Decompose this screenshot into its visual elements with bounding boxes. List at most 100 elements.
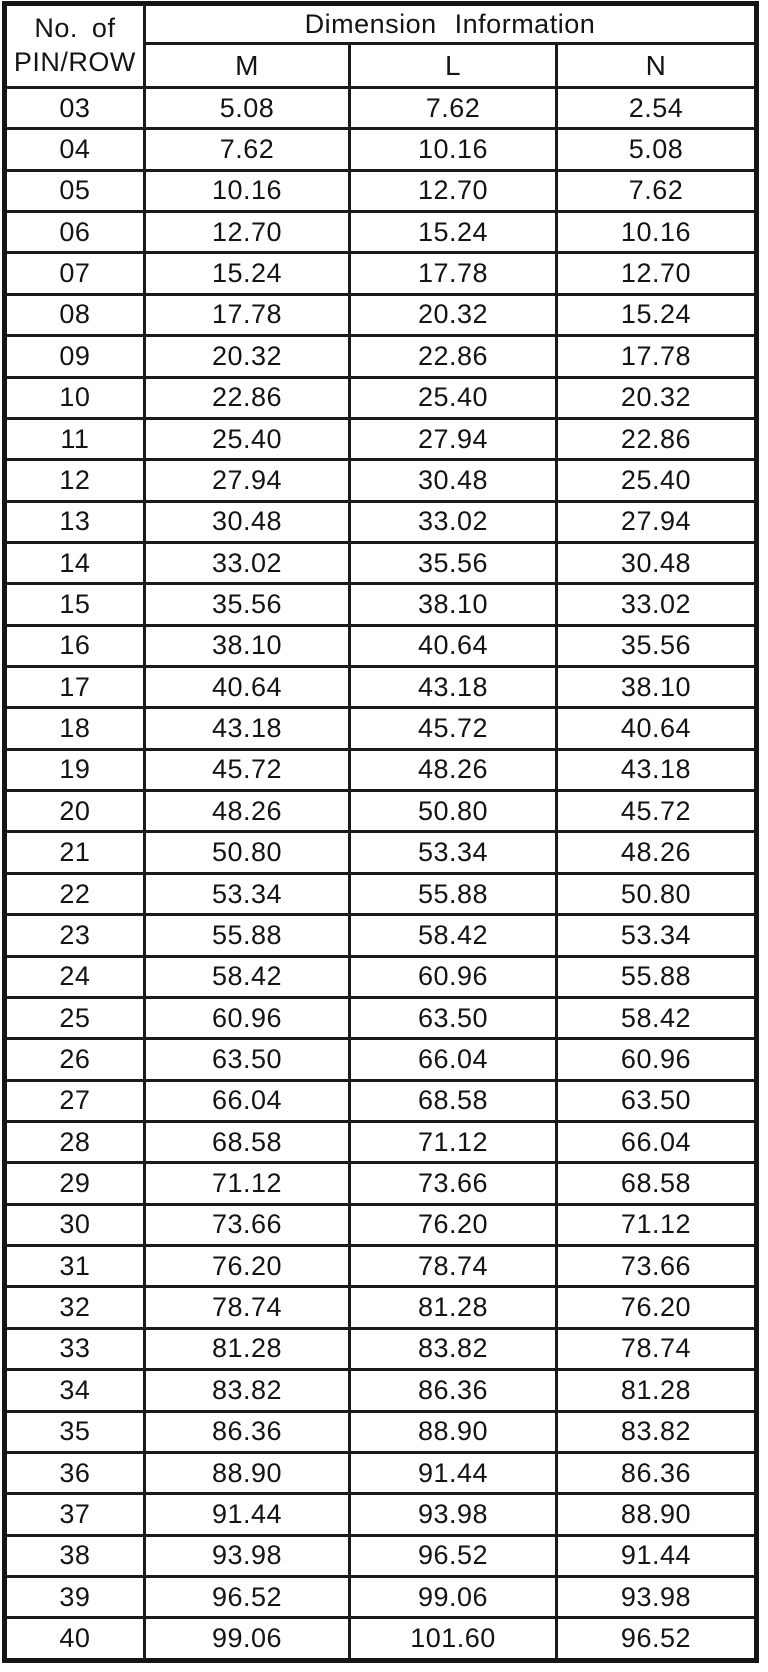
n-value-cell: 55.88 xyxy=(554,954,759,999)
m-value-cell: 73.66 xyxy=(142,1202,352,1248)
n-value-cell: 20.32 xyxy=(554,375,759,420)
m-value-cell: 27.94 xyxy=(142,458,352,503)
pin-header-line2: PIN/ROW xyxy=(13,46,136,77)
m-value-cell: 99.06 xyxy=(142,1616,352,1662)
pin-cell: 05 xyxy=(3,168,146,214)
pin-cell: 03 xyxy=(3,85,146,131)
m-value-cell: 68.58 xyxy=(142,1119,352,1165)
n-value-cell: 33.02 xyxy=(554,582,759,627)
table-row: 36 88.90 91.44 86.36 xyxy=(3,1450,759,1496)
l-value-cell: 25.40 xyxy=(348,375,558,420)
m-value-cell: 71.12 xyxy=(142,1161,352,1206)
pin-cell: 40 xyxy=(3,1616,146,1662)
m-value-cell: 5.08 xyxy=(142,85,352,131)
n-value-cell: 2.54 xyxy=(554,85,759,131)
m-value-cell: 60.96 xyxy=(142,995,352,1041)
m-value-cell: 40.64 xyxy=(142,665,352,710)
pin-cell: 15 xyxy=(3,582,146,627)
table-row: 19 45.72 48.26 43.18 xyxy=(3,747,759,793)
m-value-cell: 22.86 xyxy=(142,375,352,420)
l-value-cell: 96.52 xyxy=(348,1533,558,1578)
pin-cell: 26 xyxy=(3,1037,146,1082)
n-value-cell: 27.94 xyxy=(554,499,759,544)
l-value-cell: 93.98 xyxy=(348,1492,558,1537)
n-value-cell: 78.74 xyxy=(554,1326,759,1372)
n-value-cell: 5.08 xyxy=(554,127,759,172)
table-row: 18 43.18 45.72 40.64 xyxy=(3,706,759,751)
l-value-cell: 45.72 xyxy=(348,706,558,751)
table-row: 30 73.66 76.20 71.12 xyxy=(3,1202,759,1248)
pin-cell: 23 xyxy=(3,913,146,958)
column-header-row: M L N xyxy=(5,42,759,89)
n-value-cell: 83.82 xyxy=(554,1409,759,1454)
n-value-cell: 91.44 xyxy=(554,1533,759,1578)
table-row: 03 5.08 7.62 2.54 xyxy=(3,85,759,131)
m-value-cell: 63.50 xyxy=(142,1037,352,1082)
pin-cell: 21 xyxy=(3,830,146,875)
table-row: 22 53.34 55.88 50.80 xyxy=(3,871,759,917)
group-header-row: No. of PIN/ROW Dimension Information xyxy=(3,2,759,89)
n-value-cell: 25.40 xyxy=(554,458,759,503)
n-value-cell: 12.70 xyxy=(554,251,759,296)
m-value-cell: 30.48 xyxy=(142,499,352,544)
table-row: 06 12.70 15.24 10.16 xyxy=(3,210,759,255)
m-value-cell: 83.82 xyxy=(142,1368,352,1413)
m-value-cell: 58.42 xyxy=(142,954,352,999)
l-value-cell: 38.10 xyxy=(348,582,558,627)
dimension-table: No. of PIN/ROW Dimension Information M L… xyxy=(2,1,759,1663)
table-row: 32 78.74 81.28 76.20 xyxy=(3,1285,759,1330)
l-value-cell: 99.06 xyxy=(348,1574,558,1620)
l-value-cell: 60.96 xyxy=(348,954,558,999)
pin-cell: 18 xyxy=(3,706,146,751)
n-value-cell: 10.16 xyxy=(554,210,759,255)
m-value-cell: 17.78 xyxy=(142,292,352,338)
n-value-cell: 15.24 xyxy=(554,292,759,338)
table-row: 04 7.62 10.16 5.08 xyxy=(3,127,759,172)
pin-cell: 24 xyxy=(3,954,146,999)
l-value-cell: 20.32 xyxy=(348,292,558,338)
table-row: 12 27.94 30.48 25.40 xyxy=(3,458,759,503)
l-value-cell: 48.26 xyxy=(348,747,558,793)
table-row: 37 91.44 93.98 88.90 xyxy=(3,1492,759,1537)
pin-cell: 33 xyxy=(3,1326,146,1372)
table-row: 10 22.86 25.40 20.32 xyxy=(3,375,759,420)
table-row: 40 99.06 101.60 96.52 xyxy=(3,1616,759,1662)
n-value-cell: 40.64 xyxy=(554,706,759,751)
l-value-cell: 30.48 xyxy=(348,458,558,503)
l-value-cell: 73.66 xyxy=(348,1161,558,1206)
l-value-cell: 66.04 xyxy=(348,1037,558,1082)
pin-cell: 34 xyxy=(3,1368,146,1413)
n-value-cell: 88.90 xyxy=(554,1492,759,1537)
l-value-cell: 58.42 xyxy=(348,913,558,958)
table-row: 26 63.50 66.04 60.96 xyxy=(3,1037,759,1082)
pin-cell: 29 xyxy=(3,1161,146,1206)
pin-cell: 27 xyxy=(3,1078,146,1123)
table-row: 15 35.56 38.10 33.02 xyxy=(3,582,759,627)
pin-cell: 30 xyxy=(3,1202,146,1248)
table-row: 23 55.88 58.42 53.34 xyxy=(3,913,759,958)
pin-cell: 35 xyxy=(3,1409,146,1454)
l-value-cell: 43.18 xyxy=(348,665,558,710)
n-value-cell: 96.52 xyxy=(554,1616,759,1662)
m-value-cell: 38.10 xyxy=(142,623,352,669)
n-value-cell: 53.34 xyxy=(554,913,759,958)
m-value-cell: 76.20 xyxy=(142,1244,352,1289)
table-row: 25 60.96 63.50 58.42 xyxy=(3,995,759,1041)
n-value-cell: 71.12 xyxy=(554,1202,759,1248)
n-value-cell: 45.72 xyxy=(554,789,759,834)
pin-cell: 32 xyxy=(3,1285,146,1330)
table-row: 16 38.10 40.64 35.56 xyxy=(3,623,759,669)
m-value-cell: 50.80 xyxy=(142,830,352,875)
m-value-cell: 81.28 xyxy=(142,1326,352,1372)
m-value-cell: 12.70 xyxy=(142,210,352,255)
table-row: 14 33.02 35.56 30.48 xyxy=(3,540,759,586)
m-value-cell: 86.36 xyxy=(142,1409,352,1454)
pin-cell: 16 xyxy=(3,623,146,669)
m-value-cell: 66.04 xyxy=(142,1078,352,1123)
m-value-cell: 15.24 xyxy=(142,251,352,296)
table-row: 07 15.24 17.78 12.70 xyxy=(3,251,759,296)
pin-cell: 10 xyxy=(3,375,146,420)
table-header: No. of PIN/ROW Dimension Information M L… xyxy=(3,2,759,89)
m-value-cell: 91.44 xyxy=(142,1492,352,1537)
n-value-cell: 66.04 xyxy=(554,1119,759,1165)
